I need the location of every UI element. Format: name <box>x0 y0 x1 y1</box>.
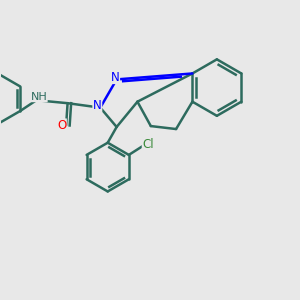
Text: Cl: Cl <box>142 138 154 151</box>
Text: N: N <box>111 70 119 83</box>
Text: N: N <box>93 99 102 112</box>
Text: O: O <box>57 119 66 132</box>
Text: NH: NH <box>30 92 47 102</box>
